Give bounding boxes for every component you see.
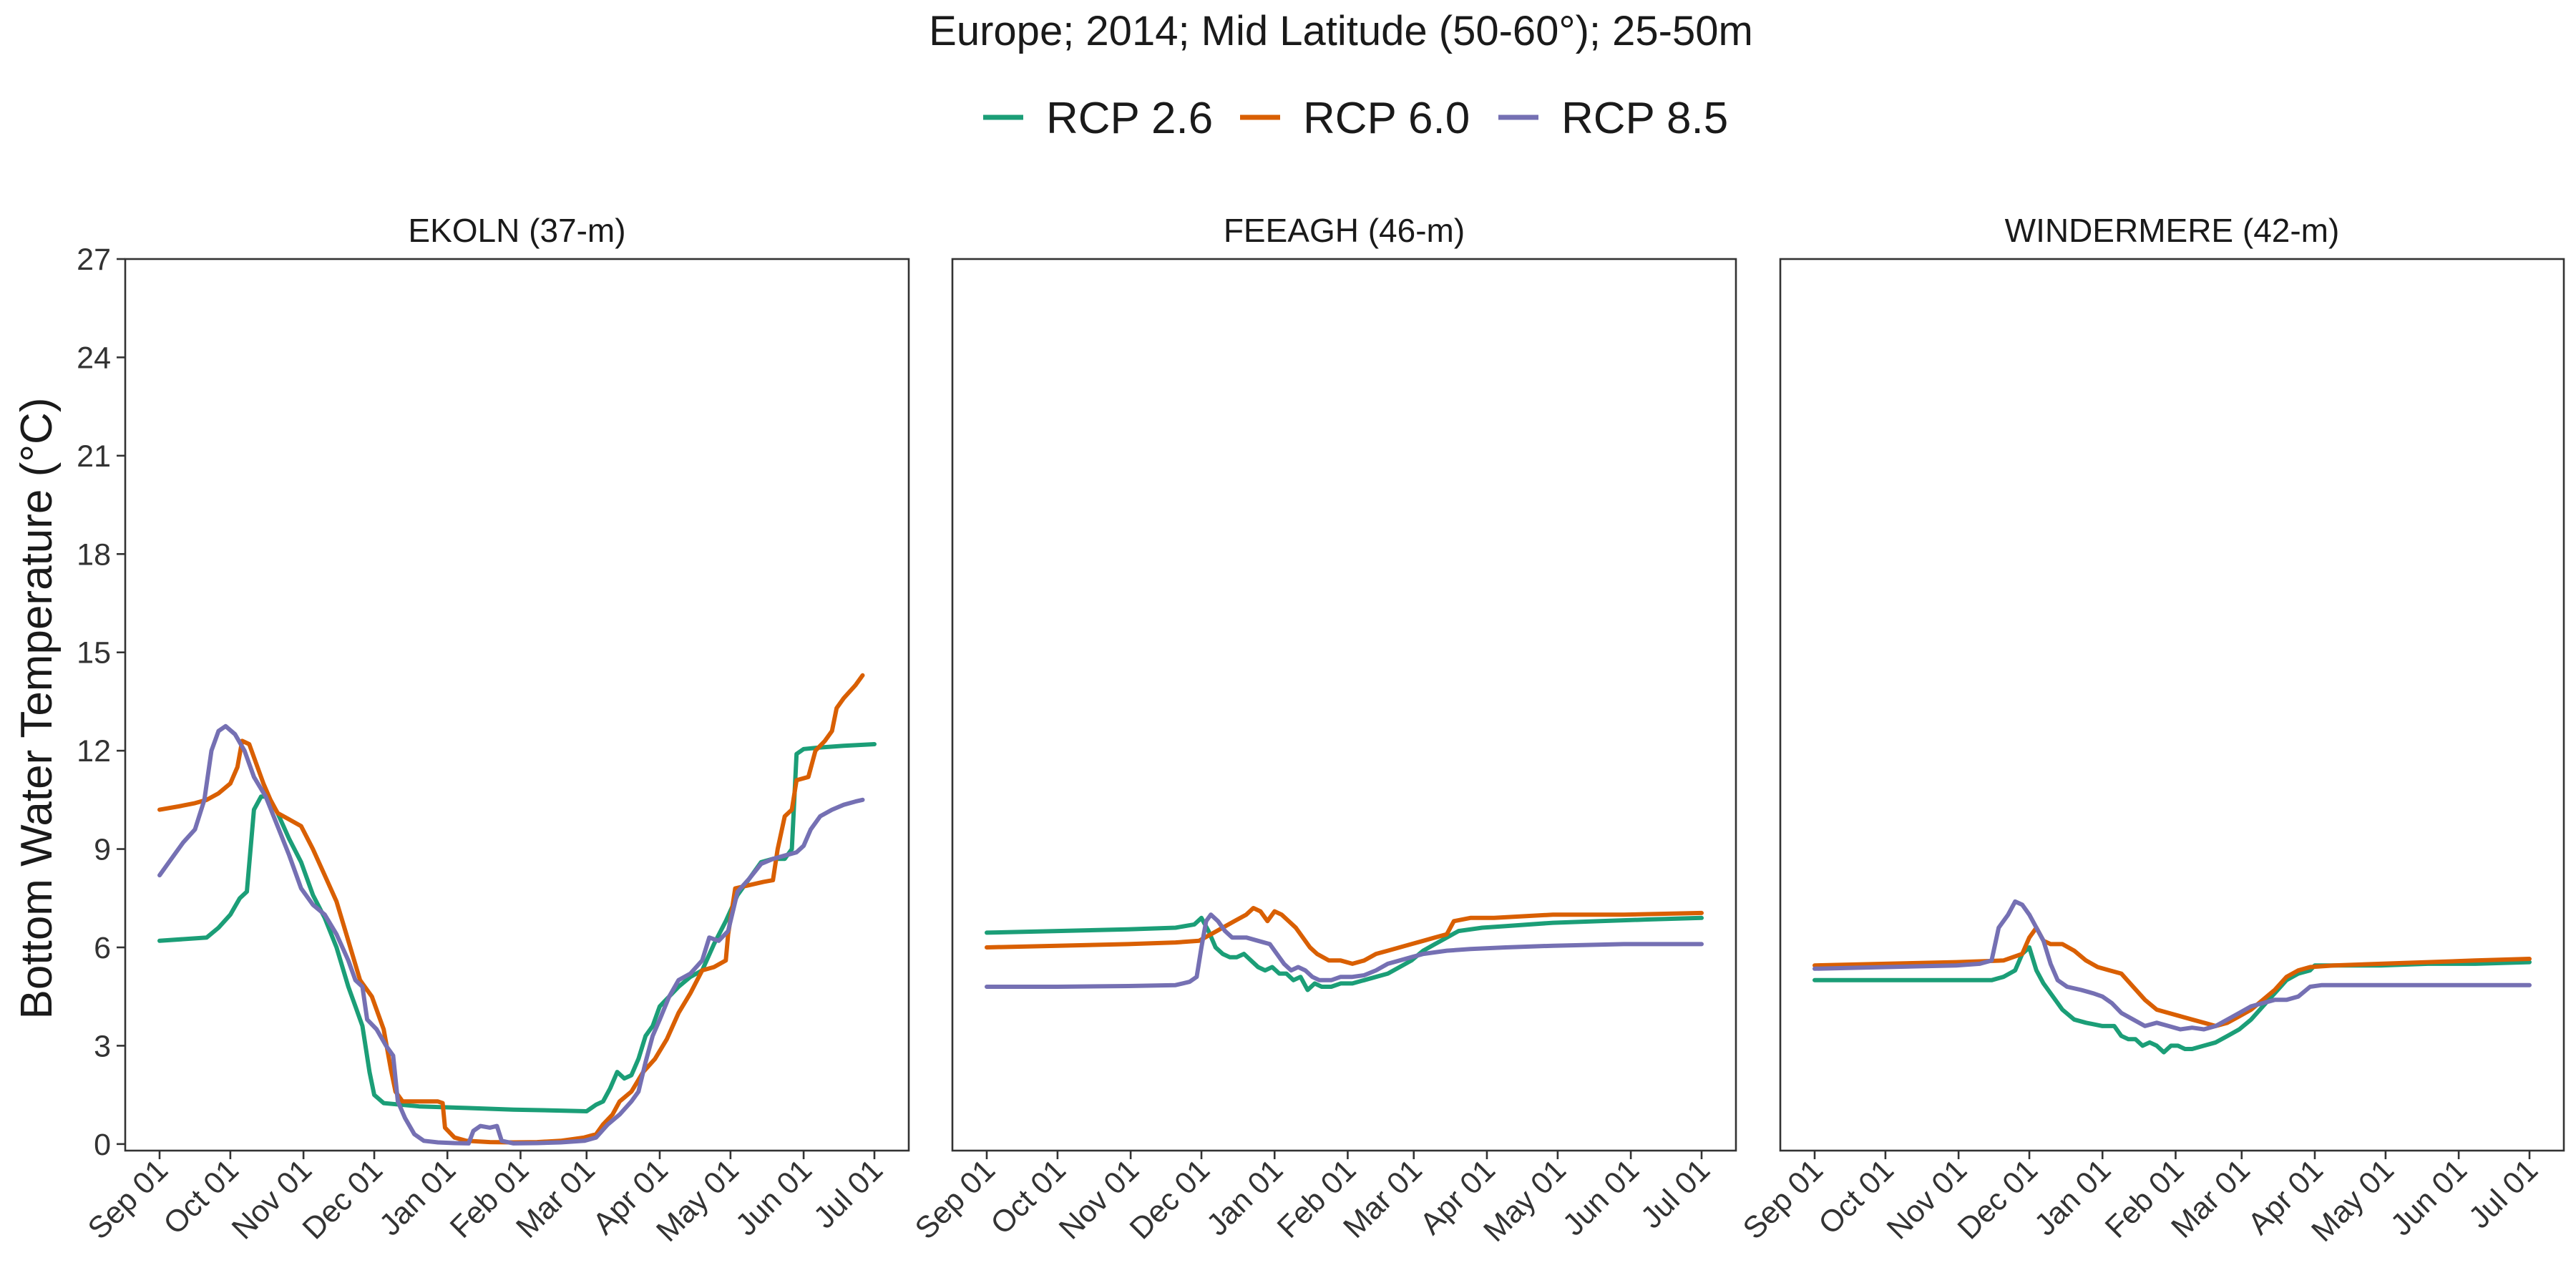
y-tick-label: 27 [77, 243, 111, 277]
y-tick-label: 24 [77, 341, 111, 375]
legend: RCP 2.6 RCP 6.0 RCP 8.5 [983, 94, 1728, 143]
x-tick-label: Sep 01 [1737, 1153, 1830, 1246]
legend-label-rcp60: RCP 6.0 [1303, 94, 1470, 143]
x-tick-label: Jun 01 [1556, 1153, 1646, 1242]
legend-label-rcp26: RCP 2.6 [1046, 94, 1213, 143]
panel-frame [1779, 258, 2565, 1152]
y-axis: 0 3 6 9 12 15 18 21 24 27 [77, 243, 125, 1162]
series-line-rcp85 [157, 723, 865, 1146]
y-tick-label: 12 [77, 734, 111, 769]
series-line-rcp60 [1813, 925, 2532, 1028]
y-tick-label: 9 [94, 833, 111, 867]
series-line-rcp60 [985, 906, 1704, 966]
x-tick-label: Jan 01 [1200, 1153, 1289, 1242]
x-tick-label: Dec 01 [1123, 1153, 1216, 1246]
x-tick-label: Sep 01 [82, 1153, 175, 1246]
y-tick-label: 0 [94, 1128, 111, 1162]
x-tick-label: Jul 01 [2462, 1153, 2545, 1235]
y-tick-label: 21 [77, 439, 111, 474]
series-line-rcp85 [985, 912, 1704, 989]
x-tick-label: Jun 01 [729, 1153, 819, 1242]
panel-title: EKOLN (37-m) [408, 212, 625, 249]
panel-title: WINDERMERE (42-m) [2005, 212, 2340, 249]
x-tick-label: Jun 01 [2384, 1153, 2474, 1242]
x-tick-label: Jan 01 [373, 1153, 462, 1242]
series-line-rcp26 [1813, 945, 2532, 1055]
y-axis-label: Bottom Water Temperature (°C) [12, 398, 62, 1020]
x-tick-label: Jul 01 [1634, 1153, 1717, 1235]
x-tick-label: Dec 01 [296, 1153, 389, 1246]
panel-title: FEEAGH (46-m) [1224, 212, 1465, 249]
chart-title: Europe; 2014; Mid Latitude (50-60°); 25-… [929, 8, 1753, 54]
x-tick-label: Nov 01 [225, 1153, 318, 1246]
series-line-rcp85 [1813, 899, 2532, 1032]
y-tick-label: 3 [94, 1029, 111, 1063]
y-tick-label: 15 [77, 636, 111, 670]
x-tick-label: Jul 01 [807, 1153, 889, 1235]
y-tick-label: 18 [77, 537, 111, 572]
y-tick-label: 6 [94, 931, 111, 965]
x-tick-label: Nov 01 [1053, 1153, 1146, 1246]
series-line-rcp60 [157, 673, 865, 1145]
legend-label-rcp85: RCP 8.5 [1561, 94, 1728, 143]
x-tick-label: Dec 01 [1951, 1153, 2044, 1246]
x-tick-label: Sep 01 [909, 1153, 1002, 1246]
panel-frame [124, 258, 910, 1152]
x-tick-label: Nov 01 [1880, 1153, 1974, 1246]
series-line-rcp26 [985, 915, 1704, 992]
x-tick-label: Jan 01 [2028, 1153, 2117, 1242]
panel-frame [951, 258, 1737, 1152]
